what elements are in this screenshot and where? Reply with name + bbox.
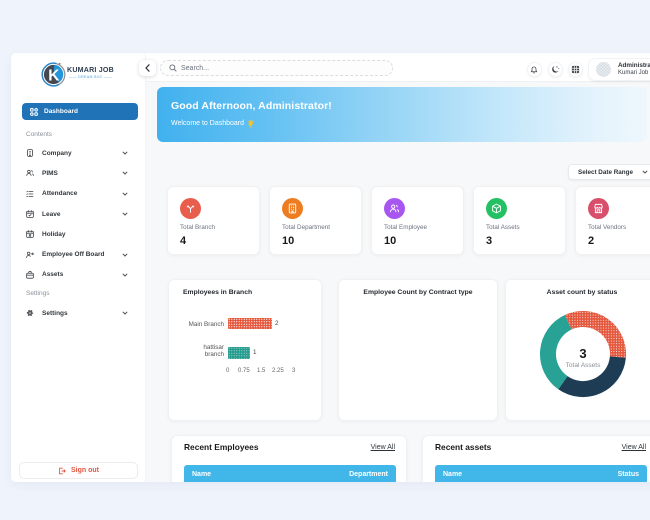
svg-text:K: K <box>48 67 60 84</box>
